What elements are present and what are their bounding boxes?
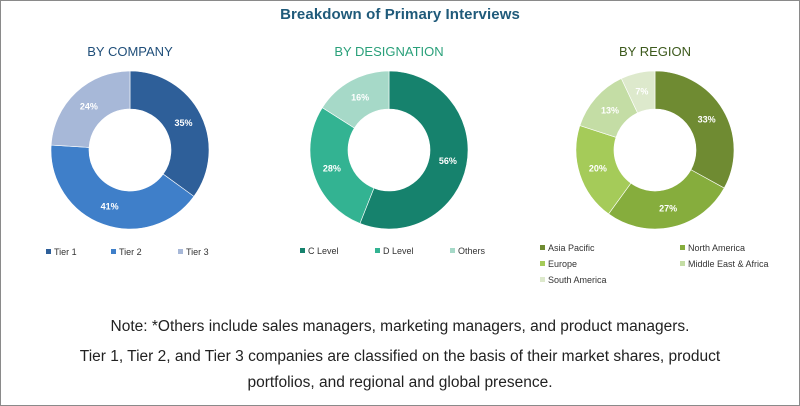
region-legend-swatch: [540, 261, 545, 267]
company-label-tier-3: 24%: [80, 101, 98, 111]
region-legend-swatch: [540, 245, 545, 251]
region-chart-title: BY REGION: [618, 44, 691, 59]
designation-legend-item-c-level: C Level: [300, 246, 339, 256]
company-chart-title: BY COMPANY: [87, 44, 173, 59]
company-legend-swatch: [46, 249, 51, 255]
region-label-south-america: 7%: [635, 86, 648, 96]
company-legend: Tier 1 Tier 2 Tier 3: [46, 247, 246, 267]
designation-slice-others: [321, 70, 390, 129]
region-legend-item-middle-east-and-africa: Middle East & Africa: [680, 259, 769, 269]
designation-legend: C Level D Level Others: [300, 246, 500, 266]
region-slice-north-america: [608, 169, 725, 230]
note-line-2: Tier 1, Tier 2, and Tier 3 companies are…: [79, 348, 721, 365]
region-legend-item-south-america: South America: [540, 275, 607, 285]
company-legend-item-tier-2: Tier 2: [111, 247, 142, 257]
company-legend-label: Tier 3: [186, 247, 209, 257]
region-legend: Asia Pacific North America Europe Middle Ea…: [540, 243, 800, 293]
company-donut-chart: 35% 41% 24%: [50, 70, 210, 230]
region-legend-label: Asia Pacific: [548, 243, 595, 253]
region-legend-label: North America: [688, 243, 746, 253]
designation-label-c-level: 56%: [439, 156, 457, 166]
region-legend-swatch: [680, 245, 685, 251]
company-label-tier-1: 35%: [174, 118, 192, 128]
region-legend-item-north-america: North America: [680, 243, 745, 253]
region-label-north-america: 27%: [659, 204, 677, 214]
designation-label-others: 16%: [351, 92, 369, 102]
region-legend-swatch: [680, 261, 685, 267]
figure-title: Breakdown of Primary Interviews: [280, 6, 520, 23]
note-line-3: portfolios, and regional and global pres…: [247, 374, 553, 391]
region-legend-label: South America: [548, 275, 607, 285]
designation-chart-title: BY DESIGNATION: [334, 44, 444, 59]
company-slice-tier-1: [129, 70, 210, 197]
company-legend-item-tier-3: Tier 3: [178, 247, 209, 257]
designation-legend-swatch: [450, 248, 455, 254]
company-slice-tier-2: [50, 144, 195, 230]
company-legend-swatch: [178, 249, 183, 255]
designation-legend-label: D Level: [383, 246, 414, 256]
region-legend-label: Europe: [548, 259, 578, 269]
company-slice-tier-3: [50, 70, 131, 148]
company-legend-label: Tier 1: [54, 247, 77, 257]
region-slice-asia-pacific: [654, 70, 735, 189]
region-donut-chart: 33% 27% 20% 13% 7%: [575, 70, 735, 230]
region-legend-item-asia-pacific: Asia Pacific: [540, 243, 595, 253]
company-legend-item-tier-1: Tier 1: [46, 247, 77, 257]
designation-donut-chart: 56% 28% 16%: [309, 70, 469, 230]
company-label-tier-2: 41%: [101, 201, 119, 211]
region-slice-south-america: [620, 70, 656, 114]
region-label-europe: 20%: [589, 164, 607, 174]
designation-slice-d-level: [309, 107, 375, 224]
designation-legend-swatch: [375, 248, 380, 254]
region-label-asia-pacific: 33%: [698, 114, 716, 124]
designation-legend-item-others: Others: [450, 246, 485, 256]
region-legend-item-europe: Europe: [540, 259, 577, 269]
region-label-middle-east-and-africa: 13%: [601, 105, 619, 115]
company-legend-swatch: [111, 249, 116, 255]
region-legend-label: Middle East & Africa: [688, 259, 769, 269]
designation-legend-swatch: [300, 248, 305, 254]
designation-legend-label: Others: [458, 246, 486, 256]
region-legend-swatch: [540, 277, 545, 283]
designation-label-d-level: 28%: [323, 164, 341, 174]
note-line-1: Note: *Others include sales managers, ma…: [110, 318, 690, 335]
designation-slice-c-level: [359, 70, 469, 230]
company-legend-label: Tier 2: [119, 247, 142, 257]
designation-legend-item-d-level: D Level: [375, 246, 414, 256]
designation-legend-label: C Level: [308, 246, 339, 256]
